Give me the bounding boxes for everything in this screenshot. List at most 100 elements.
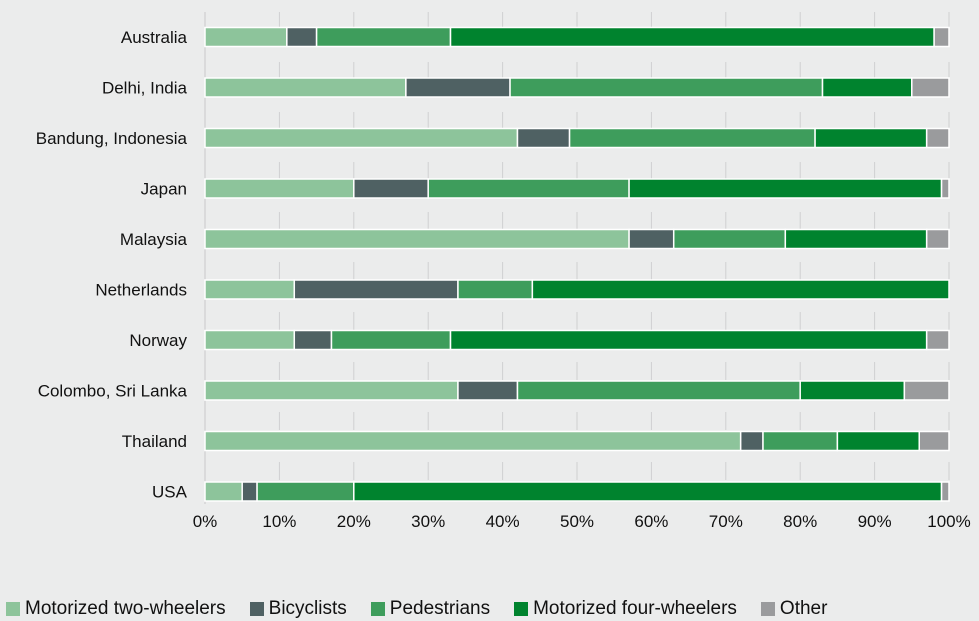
x-tick-label: 10% [262, 512, 296, 531]
bar-segment [531, 279, 950, 300]
bar-segment [204, 329, 296, 351]
bar-segment [204, 178, 355, 199]
bar-segment [353, 481, 943, 502]
bar-segment [911, 77, 950, 98]
bar-segment [204, 228, 630, 250]
bar-segment [918, 430, 950, 452]
bar-segment [933, 26, 950, 48]
bar-segment [940, 178, 950, 199]
bar-segment [449, 329, 928, 351]
bar-segment [925, 228, 950, 250]
legend-label: Pedestrians [389, 598, 491, 619]
x-tick-label: 0% [193, 512, 218, 531]
bar-segment [405, 77, 511, 98]
bar-segment [204, 430, 742, 452]
bar-segment [204, 481, 243, 502]
legend-swatch [249, 602, 264, 616]
bar-segment [739, 430, 764, 452]
category-label: Malaysia [120, 230, 188, 249]
bar-segment [204, 380, 459, 401]
bar-row [204, 26, 950, 48]
legend-swatch [760, 602, 775, 616]
bar-segment [628, 228, 675, 250]
bar-segment [204, 77, 407, 98]
x-tick-label: 20% [337, 512, 371, 531]
bars [204, 26, 950, 502]
bar-segment [509, 77, 824, 98]
category-label: Japan [141, 180, 187, 199]
bar-segment [762, 430, 839, 452]
bar-row [204, 279, 950, 300]
x-tick-label: 30% [411, 512, 445, 531]
category-label: Netherlands [95, 281, 187, 300]
category-label: Delhi, India [102, 79, 188, 98]
bar-row [204, 329, 950, 351]
legend-swatch [6, 602, 20, 616]
category-label: Bandung, Indonesia [36, 129, 188, 148]
x-tick-label: 100% [927, 512, 970, 531]
legend-item: Other [760, 598, 828, 620]
category-label: Norway [129, 331, 187, 350]
bar-segment [315, 26, 452, 48]
bar-segment [204, 26, 288, 48]
bar-row [204, 430, 950, 452]
legend-label: Motorized two-wheelers [25, 598, 226, 619]
bar-segment [516, 127, 571, 149]
legend-label: Other [779, 598, 828, 619]
bar-segment [293, 279, 459, 300]
bar-row [204, 228, 950, 250]
legend-item: Bicyclists [249, 598, 347, 620]
bar-row [204, 77, 950, 98]
legend-label: Bicyclists [268, 598, 347, 619]
legend: Motorized two-wheelers Bicyclists Pedestri… [6, 598, 828, 620]
category-label: Australia [121, 28, 188, 47]
x-tick-label: 80% [783, 512, 817, 531]
bar-segment [256, 481, 355, 502]
bar-segment [286, 26, 318, 48]
gridlines [204, 12, 950, 504]
category-label: USA [152, 483, 188, 502]
bar-segment [427, 178, 630, 199]
bar-segment [940, 481, 950, 502]
bar-segment [293, 329, 333, 351]
x-tick-label: 40% [486, 512, 520, 531]
legend-item: Motorized two-wheelers [6, 598, 226, 620]
bar-segment [516, 380, 801, 401]
x-tick-label: 70% [709, 512, 743, 531]
bar-segment [799, 380, 906, 401]
bar-segment [241, 481, 258, 502]
bar-segment [449, 26, 935, 48]
bar-row [204, 380, 950, 401]
bar-row [204, 127, 950, 149]
bar-segment [925, 329, 950, 351]
bar-segment [330, 329, 452, 351]
bar-segment [204, 127, 519, 149]
bar-segment [353, 178, 429, 199]
bar-segment [204, 279, 296, 300]
bar-segment [836, 430, 920, 452]
x-tick-label: 50% [560, 512, 594, 531]
category-label: Colombo, Sri Lanka [38, 382, 188, 401]
bar-segment [672, 228, 787, 250]
bar-segment [925, 127, 950, 149]
bar-segment [903, 380, 950, 401]
bar-row [204, 481, 950, 502]
stacked-bar-chart: Australia Delhi, India Bandung, Indonesia J… [36, 12, 971, 531]
bar-segment [821, 77, 913, 98]
bar-segment [628, 178, 943, 199]
bar-row [204, 178, 950, 199]
category-label: Thailand [122, 432, 187, 451]
x-tick-label: 90% [858, 512, 892, 531]
bar-segment [784, 228, 928, 250]
bar-segment [568, 127, 816, 149]
legend-label: Motorized four-wheelers [533, 598, 737, 619]
category-labels: Australia Delhi, India Bandung, Indonesia J… [36, 28, 188, 502]
legend-item: Motorized four-wheelers [514, 598, 737, 620]
x-tick-labels: 0% 10% 20% 30% 40% 50% 60% 70% 80% 90% 100% [193, 512, 971, 531]
bar-segment [457, 279, 534, 300]
bar-segment [457, 380, 519, 401]
legend-swatch [514, 602, 529, 616]
legend-swatch [370, 602, 385, 616]
x-tick-label: 60% [634, 512, 668, 531]
bar-segment [814, 127, 928, 149]
